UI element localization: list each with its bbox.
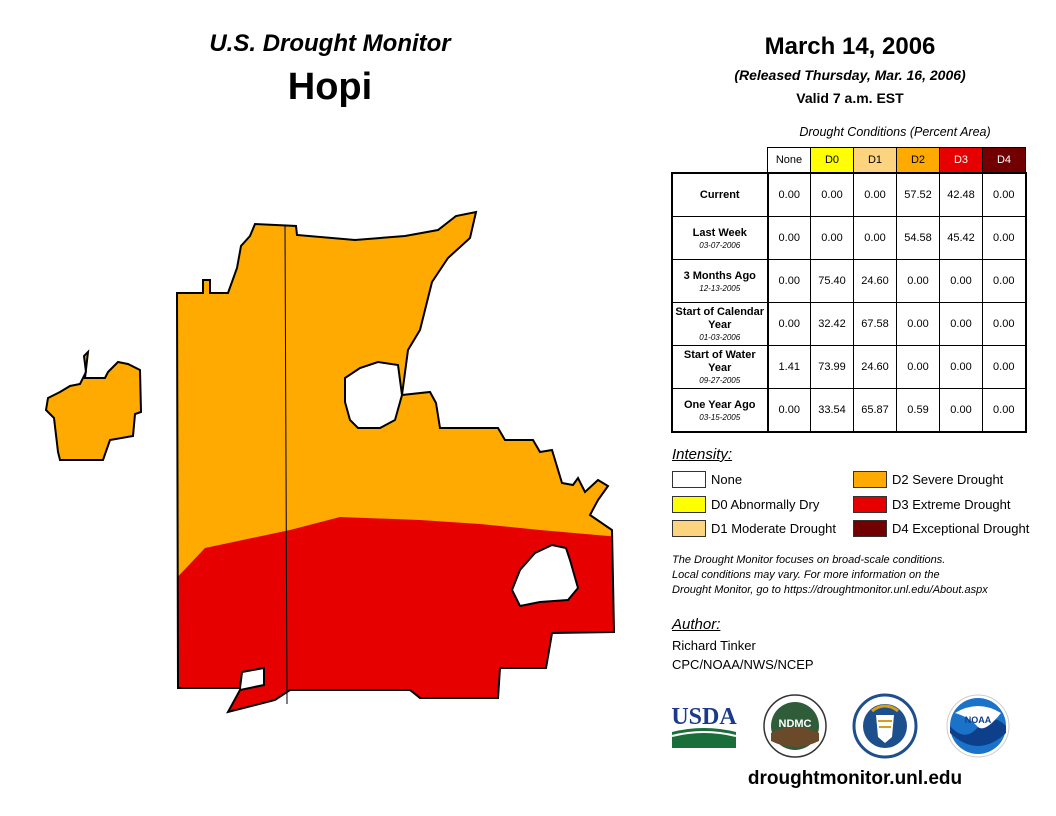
author-org: CPC/NOAA/NWS/NCEP [672, 657, 814, 672]
table-cell: 0.00 [939, 302, 983, 346]
legend-swatch-d2 [853, 471, 887, 488]
table-cell: 0.59 [896, 388, 940, 433]
table-cell: 0.00 [939, 388, 983, 433]
table-row: One Year Ago 03-15-2005 0.00 33.54 65.87 … [671, 388, 1027, 433]
author-title: Author: [672, 616, 721, 633]
row-date: 03-07-2006 [699, 240, 741, 250]
map-subtitle: U.S. Drought Monitor [209, 30, 451, 57]
col-header-none: None [767, 147, 811, 174]
row-label: Last Week [692, 226, 747, 239]
legend-swatch-d0 [672, 496, 706, 513]
legend-swatch-d3 [853, 496, 887, 513]
row-date: 12-13-2005 [699, 283, 741, 293]
table-row: 3 Months Ago 12-13-2005 0.00 75.40 24.60 … [671, 259, 1027, 303]
table-cell: 73.99 [810, 345, 854, 389]
legend-label-d2: D2 Severe Drought [892, 472, 1004, 487]
table-cell: 0.00 [982, 259, 1027, 303]
table-cell: 0.00 [982, 172, 1027, 217]
row-label: One Year Ago [683, 398, 756, 411]
noaa-logo-text: NOAA [965, 715, 992, 725]
ndmc-logo-icon: NDMC [763, 694, 827, 758]
legend-swatch-d1 [672, 520, 706, 537]
table-cell: 42.48 [939, 172, 983, 217]
table-cell: 0.00 [767, 172, 811, 217]
col-header-d4: D4 [982, 147, 1026, 174]
table-cell: 0.00 [767, 302, 811, 346]
table-cell: 0.00 [939, 345, 983, 389]
disclaimer-note: The Drought Monitor focuses on broad-sca… [672, 553, 1052, 598]
legend-label-d1: D1 Moderate Drought [711, 521, 837, 536]
release-date: (Released Thursday, Mar. 16, 2006) [734, 67, 966, 83]
commerce-seal-icon [852, 693, 918, 759]
table-cell: 1.41 [767, 345, 811, 389]
map-west-region [44, 349, 143, 461]
table-cell: 67.58 [853, 302, 897, 346]
author-name: Richard Tinker [672, 638, 756, 653]
monitor-url[interactable]: droughtmonitor.unl.edu [747, 768, 963, 789]
table-row: Last Week 03-07-2006 0.00 0.00 0.00 54.58… [671, 216, 1027, 260]
table-cell: 0.00 [853, 172, 897, 217]
col-header-d0: D0 [810, 147, 854, 174]
map-hole-south [510, 543, 580, 608]
table-cell: 0.00 [982, 345, 1027, 389]
table-cell: 0.00 [810, 172, 854, 217]
legend-label-d3: D3 Extreme Drought [892, 497, 1011, 512]
map-hole-north [344, 360, 404, 429]
table-cell: 24.60 [853, 345, 897, 389]
table-cell: 0.00 [767, 388, 811, 433]
table-cell: 24.60 [853, 259, 897, 303]
row-label: Start of Water Year [683, 349, 756, 374]
table-row: Start of Water Year 09-27-2005 1.41 73.99… [671, 345, 1027, 389]
table-row: Start of Calendar Year 01-03-2006 0.00 32… [671, 302, 1027, 346]
table-cell: 0.00 [939, 259, 983, 303]
table-cell: 45.42 [939, 216, 983, 260]
intensity-title: Intensity: [672, 446, 733, 463]
table-cell: 0.00 [853, 216, 897, 260]
drought-conditions-table: None D0 D1 D2 D3 D4 Current 0.00 0.00 0.… [671, 147, 1027, 433]
table-cell: 0.00 [982, 302, 1027, 346]
table-cell: 54.58 [896, 216, 940, 260]
row-label: 3 Months Ago [683, 269, 756, 282]
ndmc-logo-text: NDMC [779, 718, 812, 730]
table-cell: 57.52 [896, 172, 940, 217]
legend-label-none: None [711, 472, 743, 487]
legend-label-d0: D0 Abnormally Dry [711, 497, 820, 512]
table-row: Current 0.00 0.00 0.00 57.52 42.48 0.00 [671, 172, 1027, 217]
table-cell: 0.00 [982, 216, 1027, 260]
table-cell: 0.00 [810, 216, 854, 260]
noaa-logo-icon: NOAA [946, 694, 1010, 758]
legend-swatch-d4 [853, 520, 887, 537]
table-cell: 0.00 [896, 345, 940, 389]
row-label: Start of Calendar Year [675, 306, 765, 331]
row-label: Current [699, 188, 740, 201]
table-cell: 75.40 [810, 259, 854, 303]
table-cell: 0.00 [982, 388, 1027, 433]
usda-logo-text: USDA [671, 704, 737, 730]
note-line: Drought Monitor, go to https://droughtmo… [672, 584, 988, 596]
table-cell: 32.42 [810, 302, 854, 346]
col-header-d1: D1 [853, 147, 897, 174]
region-title: Hopi [287, 66, 373, 108]
map-date: March 14, 2006 [764, 33, 936, 60]
row-date: 01-03-2006 [699, 333, 741, 342]
row-date: 09-27-2005 [699, 376, 741, 385]
legend-swatch-none [672, 471, 706, 488]
table-caption: Drought Conditions (Percent Area) [799, 125, 991, 139]
table-cell: 33.54 [810, 388, 854, 433]
table-cell: 65.87 [853, 388, 897, 433]
note-line: The Drought Monitor focuses on broad-sca… [672, 554, 946, 566]
drought-map [44, 210, 616, 714]
table-cell: 0.00 [896, 302, 940, 346]
table-cell: 0.00 [767, 216, 811, 260]
col-header-d2: D2 [896, 147, 940, 174]
row-date: 03-15-2005 [699, 412, 741, 422]
col-header-d3: D3 [939, 147, 983, 174]
usda-logo-icon: USDA [671, 704, 737, 748]
table-cell: 0.00 [896, 259, 940, 303]
note-line: Local conditions may vary. For more info… [672, 569, 940, 581]
legend-label-d4: D4 Exceptional Drought [892, 521, 1030, 536]
valid-time: Valid 7 a.m. EST [796, 90, 904, 106]
table-cell: 0.00 [767, 259, 811, 303]
